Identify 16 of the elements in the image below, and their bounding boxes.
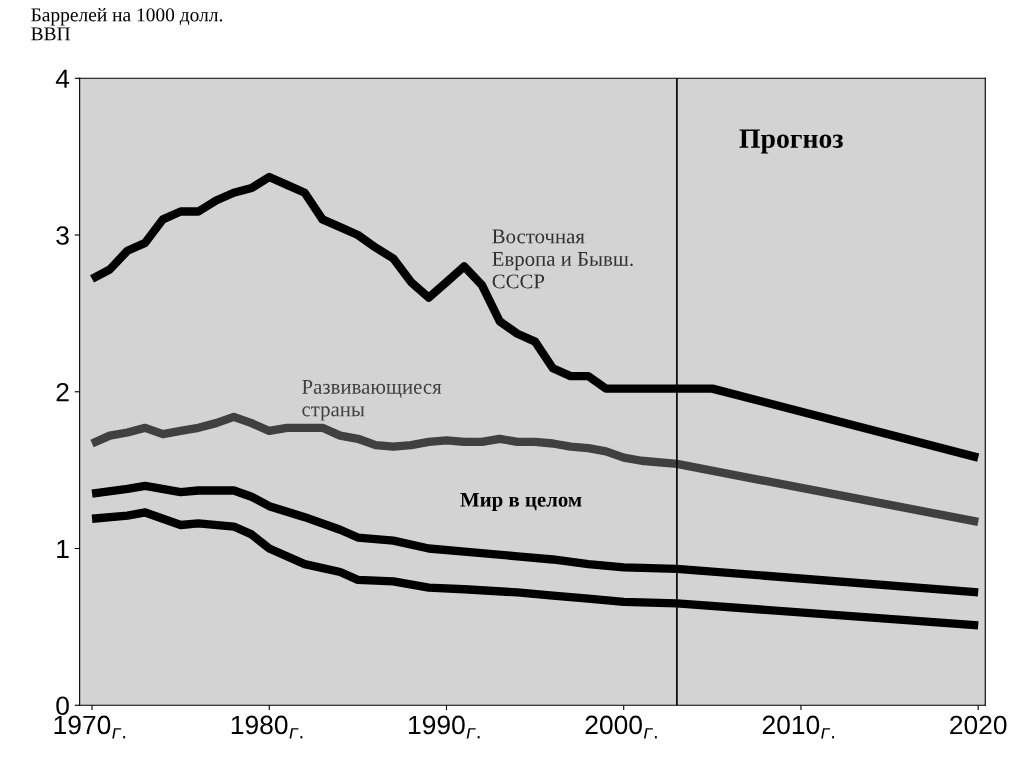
y-axis-title: Баррелей на 1000 долл. ВВП: [31, 7, 223, 41]
y-tick-label: 3: [56, 226, 69, 245]
x-tick-label: 2020: [950, 715, 1007, 735]
y-tick-label: 1: [57, 539, 69, 559]
ref-line-label: Прогноз: [739, 129, 843, 154]
y-tick-label: 2: [56, 382, 69, 402]
annotation: Восточная Европа и Бывш. СССР: [492, 229, 633, 289]
x-tick-label: 1970$_{г.}$: [54, 715, 126, 739]
annotation: Развивающиеся страны: [302, 380, 442, 421]
x-tick-label: 2010$_{г.}$: [762, 715, 835, 739]
annotation: Мир в целом: [460, 492, 582, 511]
y-tick-label: 4: [55, 69, 70, 88]
x-tick-label: 2000$_{г.}$: [585, 715, 657, 739]
y-tick-label: 0: [56, 696, 69, 716]
x-tick-label: 1980$_{г.}$: [231, 715, 303, 739]
x-tick-label: 1990$_{г.}$: [409, 715, 480, 739]
